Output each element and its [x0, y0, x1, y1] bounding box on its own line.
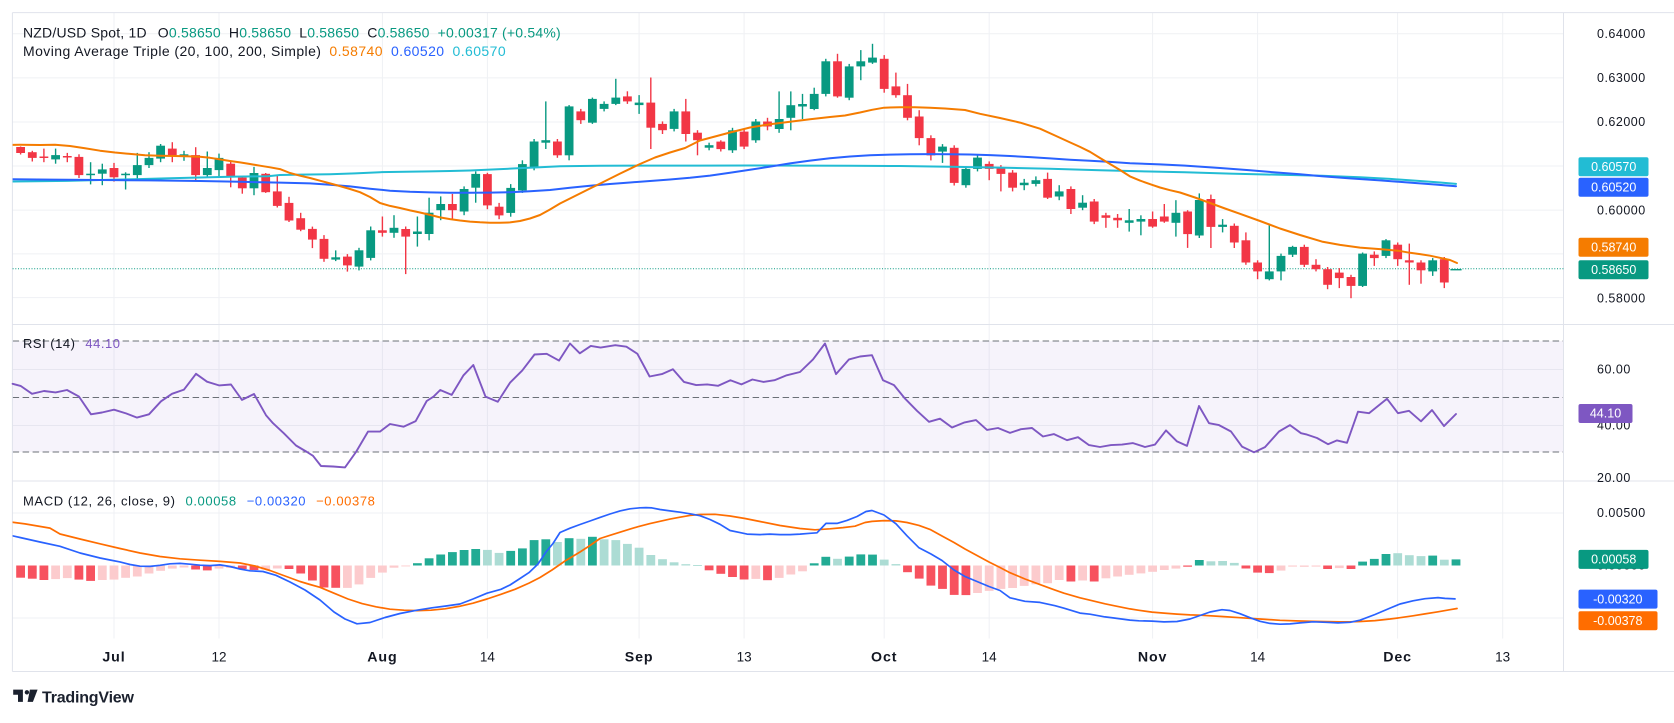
svg-text:TradingView: TradingView	[42, 690, 135, 707]
svg-text:MACD (12, 26, close, 9)0.00058: MACD (12, 26, close, 9) 0.00058 −0.00320 −0…	[23, 494, 376, 509]
svg-text:Jul: Jul	[102, 650, 125, 666]
svg-text:0.63000: 0.63000	[1597, 71, 1646, 85]
svg-text:Moving Average Triple (20, 100: Moving Average Triple (20, 100, 200, Sim…	[23, 43, 506, 59]
svg-text:0.64000: 0.64000	[1597, 27, 1646, 41]
svg-text:-0.00320: -0.00320	[1593, 592, 1642, 606]
svg-text:Nov: Nov	[1138, 650, 1168, 666]
svg-text:44.10: 44.10	[1590, 407, 1621, 421]
svg-text:14: 14	[982, 650, 998, 665]
svg-text:13: 13	[737, 650, 752, 665]
svg-text:Sep: Sep	[625, 650, 654, 666]
svg-text:12: 12	[211, 650, 226, 665]
svg-text:0.58740: 0.58740	[1591, 241, 1636, 255]
svg-text:-0.00378: -0.00378	[1593, 614, 1642, 628]
svg-text:0.00058: 0.00058	[1591, 553, 1636, 567]
svg-text:14: 14	[1250, 650, 1266, 665]
svg-text:0.62000: 0.62000	[1597, 115, 1646, 129]
svg-text:20.00: 20.00	[1597, 471, 1631, 485]
svg-text:14: 14	[480, 650, 496, 665]
svg-text:0.60520: 0.60520	[1591, 180, 1636, 194]
svg-text:0.58650: 0.58650	[1591, 263, 1636, 277]
svg-text:Dec: Dec	[1383, 650, 1412, 666]
svg-text:0.00500: 0.00500	[1597, 506, 1646, 520]
svg-text:Oct: Oct	[871, 650, 897, 666]
svg-text:0.58000: 0.58000	[1597, 292, 1646, 306]
svg-text:0.60570: 0.60570	[1591, 160, 1636, 174]
svg-text:0.60000: 0.60000	[1597, 203, 1646, 217]
svg-text:Aug: Aug	[367, 650, 397, 666]
svg-text:RSI (14)44.10: RSI (14) 44.10	[23, 336, 120, 351]
svg-text:13: 13	[1495, 650, 1510, 665]
svg-text:60.00: 60.00	[1597, 363, 1631, 377]
